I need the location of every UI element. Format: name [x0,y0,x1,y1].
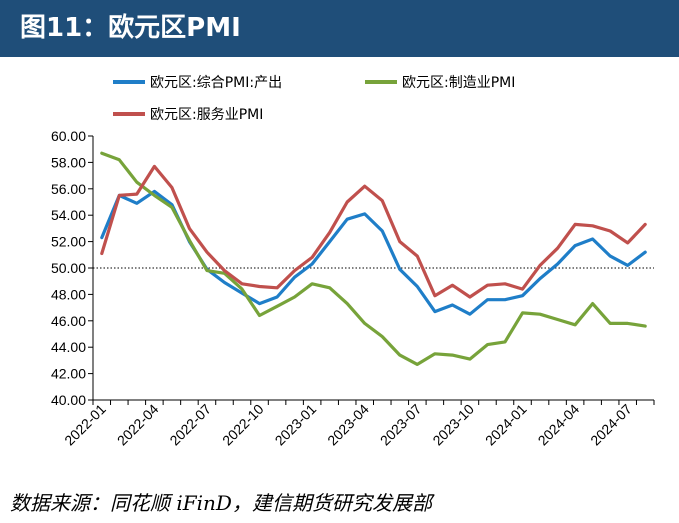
y-tick-label: 60.00 [51,128,86,144]
y-tick-label: 42.00 [51,366,86,382]
legend-label-3: 欧元区:服务业PMI [150,107,263,123]
x-tick-label: 2024-04 [535,401,583,449]
x-tick-label: 2023-04 [324,401,372,449]
plot-area [93,151,654,366]
chart-title: 图11：欧元区PMI [20,13,241,43]
series-line-2 [100,151,647,366]
x-tick-label: 2023-10 [429,401,477,449]
line-chart: 欧元区:综合PMI:产出 欧元区:制造业PMI 欧元区:服务业PMI 40.00 42… [51,75,655,449]
source-note: 数据来源：同花顺 iFinD，建信期货研究发展部 [10,491,432,515]
y-tick-label: 48.00 [51,286,86,302]
y-tick-label: 50.00 [51,260,86,276]
legend-label-2: 欧元区:制造业PMI [402,75,515,91]
x-tick-label: 2023-07 [377,401,425,449]
x-tick-label: 2022-04 [114,401,162,449]
y-axis: 40.00 42.00 44.00 46.00 48.00 50.00 52.00 54.00… [51,128,94,408]
y-tick-label: 52.00 [51,234,86,250]
y-tick-label: 46.00 [51,313,86,329]
series-line-3 [100,164,647,299]
y-tick-label: 40.00 [51,392,86,408]
y-tick-label: 54.00 [51,207,86,223]
legend-label-1: 欧元区:综合PMI:产出 [150,75,282,91]
y-tick-label: 58.00 [51,154,86,170]
x-tick-label: 2022-07 [166,401,214,449]
title-bar: 图11：欧元区PMI [0,0,679,57]
y-tick-label: 44.00 [51,339,86,355]
series-line-1 [100,189,647,316]
x-tick-label: 2023-01 [272,401,320,449]
x-axis: 2022-01 2022-04 2022-07 2022-10 2023-01 2023-… [61,399,655,449]
legend: 欧元区:综合PMI:产出 欧元区:制造业PMI 欧元区:服务业PMI [113,75,515,123]
x-tick-label: 2024-07 [587,401,635,449]
y-tick-label: 56.00 [51,181,86,197]
x-tick-label: 2022-10 [219,401,267,449]
x-tick-label: 2024-01 [482,401,530,449]
